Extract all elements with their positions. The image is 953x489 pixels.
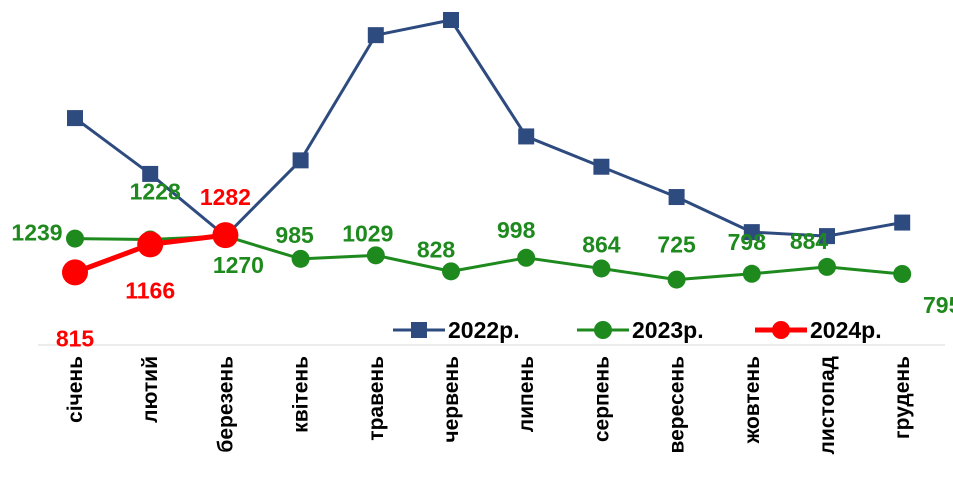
data-point	[137, 231, 164, 258]
data-point	[893, 265, 912, 283]
x-tick-label: травень	[365, 356, 388, 441]
data-label: 1270	[213, 252, 264, 278]
data-point	[367, 27, 384, 44]
data-label: 815	[56, 325, 95, 351]
x-tick-label: грудень	[891, 356, 914, 439]
data-point	[517, 248, 536, 267]
data-point	[818, 257, 836, 276]
data-label: 1228	[130, 178, 181, 204]
data-label: 1282	[200, 184, 251, 210]
series-layer	[62, 12, 912, 289]
data-point	[292, 152, 309, 169]
x-tick-label: липень	[515, 356, 538, 432]
data-label: 864	[582, 231, 621, 257]
legend-label: 2023р.	[632, 317, 704, 343]
data-point	[442, 262, 460, 281]
data-point	[894, 214, 911, 231]
data-point	[212, 222, 239, 249]
x-tick-label: лютий	[139, 356, 162, 423]
x-tick-label: листопад	[816, 356, 839, 454]
series-line	[74, 18, 903, 238]
data-point	[593, 158, 610, 175]
data-label: 985	[275, 222, 314, 248]
data-point	[667, 270, 686, 289]
x-tick-label: січень	[64, 356, 87, 423]
legend-label: 2022р.	[448, 317, 520, 343]
data-label: 798	[728, 229, 767, 255]
data-point	[443, 12, 459, 28]
data-point	[66, 229, 84, 248]
data-label: 725	[657, 232, 696, 258]
x-tick-label: червень	[440, 356, 463, 443]
x-tick-label: квітень	[290, 356, 313, 433]
data-point	[62, 259, 88, 286]
data-point	[819, 228, 835, 245]
data-point	[518, 128, 535, 145]
data-label: 795	[923, 292, 953, 318]
data-label: 1029	[342, 220, 393, 246]
data-point	[67, 110, 83, 127]
data-point	[142, 165, 159, 182]
data-label: 1166	[125, 277, 175, 303]
legend-label: 2024р.	[810, 317, 882, 343]
data-point	[592, 259, 611, 278]
x-tick-label: жовтень	[741, 356, 764, 444]
x-tick-label: березень	[214, 356, 237, 453]
series-line	[74, 234, 903, 282]
legend: 2022р. 2023р. 2024р.	[393, 317, 882, 343]
x-tick-label: серпень	[590, 356, 613, 442]
legend-marker	[772, 321, 790, 339]
x-tick-label: вересень	[666, 356, 689, 454]
data-label: 998	[497, 217, 536, 243]
data-point	[668, 189, 685, 206]
data-label: 1239	[11, 220, 62, 246]
data-labels: 1239 1228 1270 985 1029 828 998 864 725 798 884 795…	[11, 178, 953, 351]
legend-marker	[594, 321, 612, 339]
data-label: 884	[790, 228, 829, 254]
data-label: 828	[417, 236, 456, 262]
legend-marker	[411, 322, 427, 338]
data-point	[366, 246, 385, 265]
data-point	[742, 264, 761, 283]
data-point	[743, 224, 760, 241]
data-point	[291, 249, 310, 268]
x-axis: січень лютий березень квітень травень червень…	[38, 344, 945, 454]
